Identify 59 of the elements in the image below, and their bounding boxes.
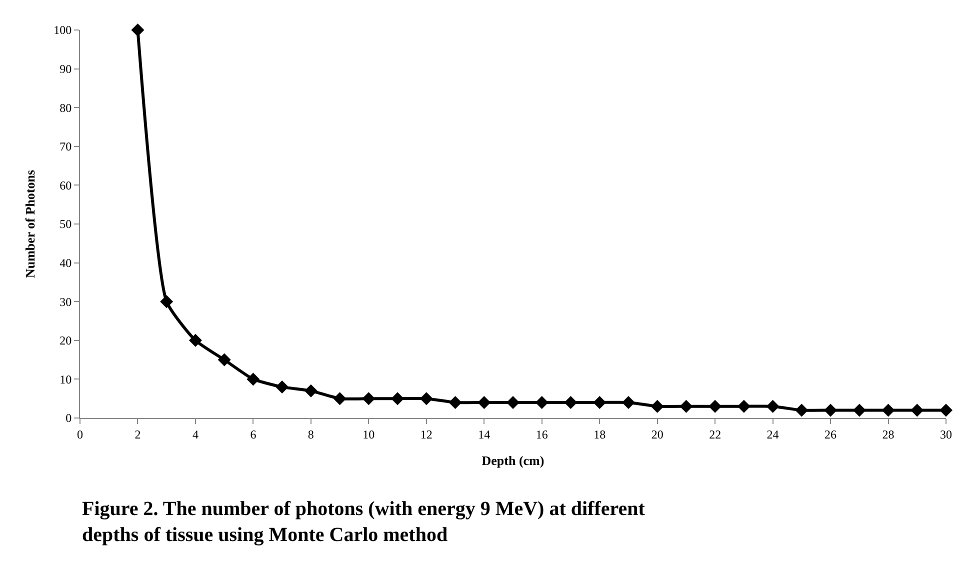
point: [506, 396, 520, 409]
x-tick-label: 14: [478, 427, 490, 442]
y-tick-label: 50: [60, 217, 72, 232]
x-tick-label: 6: [250, 427, 256, 442]
x-tick-label: 10: [362, 427, 375, 442]
y-tick-label: 40: [60, 256, 72, 270]
y-axis-title: Number of Photons: [22, 170, 38, 278]
point: [737, 400, 750, 413]
x-tick-label: 24: [766, 427, 779, 442]
point: [448, 396, 462, 409]
x-tick-label: 22: [709, 427, 722, 442]
y-tick-label: 100: [54, 23, 72, 38]
point: [218, 353, 231, 366]
point: [276, 380, 289, 394]
point: [940, 404, 952, 417]
y-tick-label: 60: [60, 178, 72, 192]
y-tick-label: 70: [60, 140, 72, 154]
x-tick-label: 28: [882, 427, 894, 442]
point: [766, 400, 780, 413]
point: [188, 334, 202, 347]
point: [795, 404, 808, 417]
caption: Figure 2. The number of photons (with energy 9 MeV) at different depths of tissue using Monte Carlo method: [82, 498, 646, 546]
y-tick-label: 0: [66, 411, 72, 426]
y-tick-label: 20: [60, 334, 72, 348]
point: [131, 24, 144, 36]
point: [420, 392, 433, 406]
point: [708, 400, 722, 413]
x-tick-label: 26: [824, 427, 837, 442]
point: [535, 396, 548, 409]
y-tick-label: 10: [60, 372, 72, 386]
y-tick-label: 90: [60, 62, 72, 76]
point: [650, 400, 664, 413]
point: [160, 295, 174, 308]
point: [882, 404, 895, 417]
point: [593, 396, 606, 409]
point: [478, 396, 491, 409]
x-tick-label: 12: [420, 427, 432, 442]
point: [333, 392, 346, 406]
x-tick-label: 18: [594, 427, 606, 442]
point: [824, 404, 838, 417]
point: [622, 396, 635, 409]
x-tick-label: 8: [308, 427, 314, 442]
point: [564, 396, 578, 409]
x-tick-label: 0: [77, 427, 83, 442]
point: [910, 404, 924, 417]
point: [246, 372, 260, 386]
x-tick-label: 2: [134, 427, 141, 442]
point: [852, 404, 866, 417]
y-tick-label: 80: [60, 100, 72, 115]
x-axis-title: Depth (cm): [482, 453, 544, 468]
point: [362, 392, 376, 406]
x-tick-label: 4: [192, 427, 198, 442]
point: [680, 400, 693, 413]
x-tick-label: 16: [536, 427, 548, 442]
x-tick-label: 30: [940, 427, 952, 442]
point: [391, 392, 404, 406]
point: [304, 384, 318, 398]
y-tick-label: 30: [60, 294, 72, 309]
x-tick-label: 20: [651, 427, 664, 442]
